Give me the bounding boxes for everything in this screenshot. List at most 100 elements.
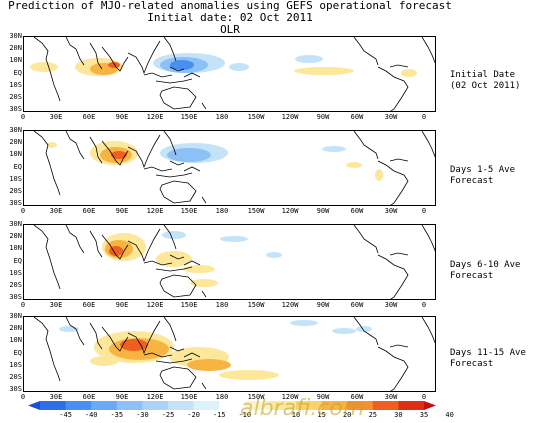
colorbar-label: 40 <box>445 411 454 419</box>
longitude-label: 180 <box>215 393 229 401</box>
coastline <box>33 131 61 196</box>
longitude-label: 0 <box>20 301 26 309</box>
positive-anomaly-area <box>219 370 279 380</box>
coastline <box>101 140 129 166</box>
longitude-label: 90E <box>115 393 129 401</box>
longitude-label: 180 <box>215 301 229 309</box>
negative-anomaly-area <box>162 231 186 239</box>
coastline <box>169 160 185 166</box>
coastline <box>143 72 173 78</box>
longitude-label: 60E <box>82 113 96 121</box>
latitude-label: 20N <box>9 232 22 241</box>
coastline <box>421 317 435 344</box>
latitude-label: 20S <box>9 373 22 381</box>
positive-anomaly-area <box>401 69 417 77</box>
positive-anomaly-area <box>90 356 118 366</box>
longitude-label: 30E <box>49 207 63 215</box>
negative-anomaly-area <box>167 148 211 162</box>
coastline <box>127 40 161 75</box>
latitude-label: 10S <box>9 80 22 89</box>
watermark: albrafi.com <box>240 396 365 421</box>
coastline <box>389 344 409 348</box>
longitude-label: 90E <box>115 301 129 309</box>
colorbar-label: 25 <box>368 411 378 419</box>
negative-anomaly-area <box>356 326 372 332</box>
coastline <box>389 252 409 256</box>
coastline <box>421 225 435 252</box>
colorbar-max-arrow <box>424 401 436 410</box>
colorbar-label: 30 <box>394 411 403 419</box>
longitude-label: 30W <box>384 113 398 121</box>
colorbar-label: -20 <box>187 411 200 419</box>
anomaly-map-1 <box>30 37 435 111</box>
coastline <box>143 352 173 358</box>
colorbar-label: -25 <box>161 411 175 419</box>
longitude-label: 60W <box>350 207 364 215</box>
colorbar-swatch <box>321 401 348 410</box>
coastline <box>159 366 197 390</box>
panel-label-line2: Forecast <box>450 271 494 281</box>
coastline <box>159 274 197 298</box>
coastline <box>377 66 409 111</box>
longitude-label: 120E <box>146 207 164 215</box>
latitude-label: EQ <box>13 348 22 357</box>
latitude-label: 30S <box>9 105 22 114</box>
colorbar-label: 35 <box>419 411 429 419</box>
latitude-label: 20S <box>9 281 22 289</box>
coastline <box>353 317 379 346</box>
coastline <box>377 160 409 205</box>
latitude-label: 10N <box>9 56 22 65</box>
colorbar-swatch <box>193 401 220 410</box>
longitude-label: 150E <box>180 301 198 309</box>
longitude-label: 150E <box>180 113 198 121</box>
longitude-label: 180 <box>215 207 229 215</box>
longitude-label: 0 <box>421 301 427 309</box>
panel-label-line1: Days 1-5 Ave <box>450 165 516 175</box>
longitude-label: 120W <box>281 301 299 309</box>
longitude-label: 0 <box>421 113 427 121</box>
positive-anomaly-area <box>375 169 383 181</box>
latitude-label: 30N <box>9 32 22 40</box>
latitude-label: 30S <box>9 293 22 302</box>
negative-anomaly-area <box>295 55 323 63</box>
panel-label-2: Days 1-5 Ave Forecast <box>450 165 515 187</box>
latitude-label: 20N <box>9 44 22 53</box>
coastline <box>65 131 85 160</box>
coastline <box>33 317 61 382</box>
coastline <box>163 37 177 62</box>
positive-anomaly-area <box>294 67 354 75</box>
longitude-label: 120E <box>146 301 164 309</box>
latitude-label: 10S <box>9 174 22 183</box>
panel-label-line1: Initial Date <box>450 70 516 80</box>
coastline <box>183 72 201 78</box>
panel-label-line2: Forecast <box>450 359 494 369</box>
longitude-label: 60E <box>82 207 96 215</box>
longitude-label: 0 <box>20 207 26 215</box>
coastline <box>201 196 207 204</box>
colorbar-swatch <box>142 401 169 410</box>
panel-label-line2: Forecast <box>450 176 494 186</box>
positive-anomaly-area <box>108 62 120 68</box>
coastline <box>159 86 197 110</box>
coastline <box>353 225 379 254</box>
coastline <box>65 37 85 66</box>
coastline <box>155 78 193 84</box>
map-panel-3 <box>23 224 436 300</box>
positive-anomaly-area <box>111 151 127 159</box>
longitude-label: 180 <box>215 113 229 121</box>
colorbar-swatch <box>65 401 92 410</box>
latitude-label: 10S <box>9 268 22 277</box>
coastline <box>201 290 207 298</box>
latitude-label: EQ <box>13 256 22 265</box>
coastline <box>155 266 193 272</box>
coastline <box>169 346 185 352</box>
panel-label-3: Days 6-10 Ave Forecast <box>450 260 520 282</box>
longitude-label: 150W <box>247 301 265 309</box>
longitude-label: 60E <box>82 301 96 309</box>
coastline <box>143 260 173 266</box>
coastline <box>127 320 161 355</box>
longitude-label: 30E <box>49 113 63 121</box>
latitude-label: 30S <box>9 385 22 394</box>
latitude-label: 30N <box>9 220 22 228</box>
coastline <box>159 180 197 204</box>
